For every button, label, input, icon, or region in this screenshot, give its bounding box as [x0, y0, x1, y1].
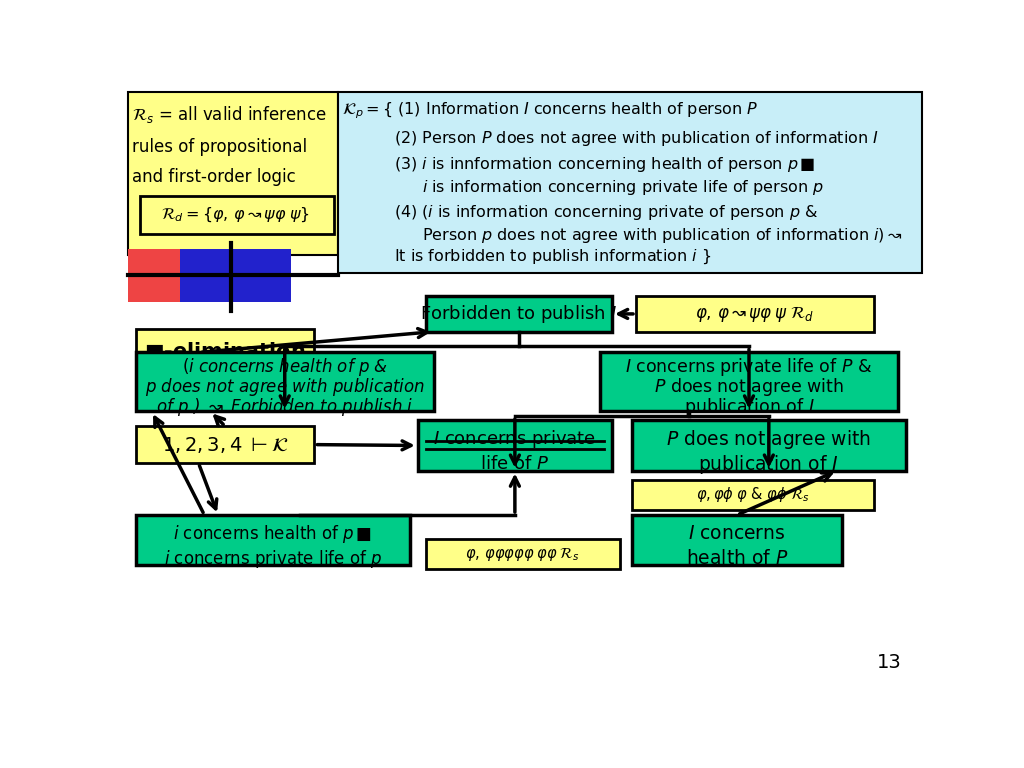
FancyBboxPatch shape [632, 515, 842, 565]
Text: $(i$ concerns health of $p$ &: $(i$ concerns health of $p$ & [181, 356, 388, 378]
Text: $1,2,3,4\; \vdash \mathcal{K}$: $1,2,3,4\; \vdash \mathcal{K}$ [162, 435, 289, 455]
Text: $\varphi,\, \varphi\varphi\varphi\varphi\varphi\;\varphi\varphi\;\mathcal{R}_s$: $\varphi,\, \varphi\varphi\varphi\varphi… [466, 545, 581, 562]
Text: $\mathcal{R}_s$ = all valid inference: $\mathcal{R}_s$ = all valid inference [132, 104, 327, 125]
Text: $I$ concerns private life of $P$ &: $I$ concerns private life of $P$ & [626, 356, 872, 378]
Text: 13: 13 [877, 654, 902, 672]
Text: Person $p$ does not agree with publication of information $i)\rightsquigarrow$: Person $p$ does not agree with publicati… [422, 226, 902, 245]
FancyBboxPatch shape [179, 249, 291, 302]
Text: of $p$ ) $\rightsquigarrow$ Forbidden to publish $i$: of $p$ ) $\rightsquigarrow$ Forbidden to… [156, 396, 414, 418]
Text: (4) ($i$ is information concerning private of person $p$ &: (4) ($i$ is information concerning priva… [394, 203, 818, 222]
Text: Implicit!: Implicit! [176, 375, 273, 395]
Text: $\mathcal{R}_d = \{\varphi,\, \varphi \rightsquigarrow \psi\varphi\;\psi\}$: $\mathcal{R}_d = \{\varphi,\, \varphi \r… [161, 205, 309, 223]
Text: It is forbidden to publish information $i$ }: It is forbidden to publish information $… [394, 248, 712, 266]
Text: rules of propositional: rules of propositional [132, 137, 307, 156]
FancyBboxPatch shape [140, 196, 334, 234]
Text: (3) $i$ is innformation concerning health of person $p\,\blacksquare$: (3) $i$ is innformation concerning healt… [394, 155, 815, 174]
Text: $i$ concerns private life of $p$: $i$ concerns private life of $p$ [164, 548, 382, 570]
Text: (2) Person $P$ does not agree with publication of information $I$: (2) Person $P$ does not agree with publi… [394, 129, 879, 147]
Text: $i$ concerns health of $p\,\blacksquare$: $i$ concerns health of $p\,\blacksquare$ [173, 523, 373, 545]
FancyBboxPatch shape [136, 329, 314, 409]
FancyBboxPatch shape [136, 353, 433, 412]
FancyBboxPatch shape [136, 515, 410, 565]
FancyBboxPatch shape [418, 420, 612, 471]
FancyBboxPatch shape [632, 479, 873, 510]
Text: $\blacksquare$-elimination: $\blacksquare$-elimination [144, 339, 305, 362]
Text: $P$ does not agree with: $P$ does not agree with [667, 428, 871, 451]
Text: publication of $I$: publication of $I$ [684, 396, 814, 418]
FancyBboxPatch shape [426, 538, 620, 569]
FancyBboxPatch shape [128, 249, 231, 302]
Text: $\varphi,\, \varphi \rightsquigarrow \psi\varphi\;\psi\; \mathcal{R}_d$: $\varphi,\, \varphi \rightsquigarrow \ps… [695, 304, 814, 324]
Text: life of $P$: life of $P$ [480, 455, 550, 473]
FancyBboxPatch shape [600, 353, 898, 412]
Text: $I$ concerns: $I$ concerns [688, 525, 785, 543]
FancyBboxPatch shape [338, 92, 922, 273]
FancyBboxPatch shape [636, 296, 873, 332]
FancyBboxPatch shape [632, 420, 905, 471]
Text: and first-order logic: and first-order logic [132, 167, 296, 186]
FancyBboxPatch shape [136, 426, 314, 463]
Text: $\mathcal{K}_p = \{$ (1) Information $I$ concerns health of person $P$: $\mathcal{K}_p = \{$ (1) Information $I$… [342, 101, 759, 121]
FancyBboxPatch shape [128, 92, 338, 255]
Text: publication of $I$: publication of $I$ [698, 453, 840, 476]
Text: $p$ does not agree with publication: $p$ does not agree with publication [144, 376, 425, 398]
FancyBboxPatch shape [426, 296, 612, 332]
Text: $\it{I}$ concerns private: $\it{I}$ concerns private [433, 429, 596, 450]
Text: $\varphi,\varphi\phi\;\varphi$ & $\varphi\phi\;\mathcal{R}_s$: $\varphi,\varphi\phi\;\varphi$ & $\varph… [696, 485, 810, 505]
Text: health of $P$: health of $P$ [686, 549, 788, 568]
Text: Forbidden to publish $I$: Forbidden to publish $I$ [420, 303, 617, 325]
Text: $P$ does not agree with: $P$ does not agree with [654, 376, 844, 398]
Text: $i$ is information concerning private life of person $p$: $i$ is information concerning private li… [422, 178, 823, 197]
